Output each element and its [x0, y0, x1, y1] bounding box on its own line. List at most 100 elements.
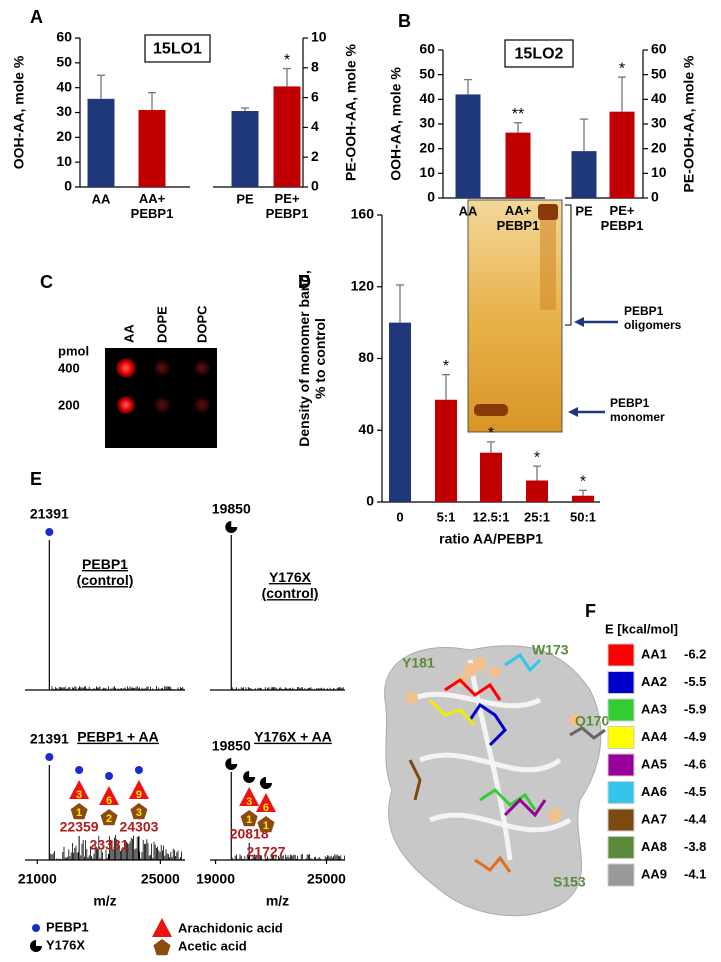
y-tick-label: 0	[366, 493, 374, 509]
bar	[572, 495, 594, 502]
peak-symbol	[243, 771, 256, 783]
bar	[138, 110, 166, 187]
legend-symbol	[30, 940, 42, 952]
acetic-icon	[100, 809, 118, 826]
x-tick-label: 21000	[18, 871, 57, 887]
peak-symbol	[259, 777, 272, 789]
peak-symbol	[134, 766, 143, 774]
adduct-peak-label: 24303	[119, 819, 158, 835]
row-energy: -4.9	[684, 729, 706, 744]
y2-tick-label: 10	[651, 164, 667, 180]
significance: *	[534, 449, 540, 466]
x-tick-label: 25:1	[524, 509, 550, 524]
spectrum-noise	[51, 686, 185, 690]
row-energy: -5.5	[684, 674, 706, 689]
adduct-peak-label: 21727	[247, 844, 286, 860]
x-tick-label: 5:1	[437, 509, 456, 524]
row-name: AA4	[641, 729, 668, 744]
spheres	[406, 657, 581, 822]
row-name: AA8	[641, 839, 667, 854]
bar	[526, 480, 548, 502]
blot-spot	[194, 360, 210, 376]
bar	[480, 452, 502, 502]
ligand	[569, 726, 606, 740]
row-name: AA2	[641, 674, 667, 689]
acetic-icon	[257, 816, 275, 833]
legend-symbol	[152, 918, 172, 937]
bracket	[565, 204, 572, 326]
y-tick-label: 60	[56, 29, 72, 45]
y-tick-label: 0	[427, 189, 435, 205]
row-energy: -6.2	[684, 646, 706, 661]
legend-symbol	[32, 924, 40, 932]
ligand	[444, 678, 502, 701]
arachidonic-count: 6	[106, 795, 112, 807]
y-tick-label: 60	[419, 41, 435, 57]
row-name: AA9	[641, 866, 667, 881]
arachidonic-icon	[69, 780, 90, 799]
y-tick-label: 50	[419, 65, 435, 81]
label-box	[504, 39, 574, 68]
ligand	[428, 698, 477, 727]
significance: *	[580, 474, 586, 491]
row-name: AA6	[641, 784, 667, 799]
y2-tick-label: 0	[651, 189, 659, 205]
acetic-icon	[70, 803, 88, 820]
bar	[505, 132, 531, 198]
acetic-icon	[240, 810, 258, 827]
legend-label: Y176X	[46, 937, 85, 952]
bar	[87, 98, 115, 187]
bar	[231, 111, 259, 187]
inset-label: PEBP1 oligomers	[624, 304, 682, 332]
adduct-peak-label: 22359	[60, 819, 99, 835]
significance: **	[512, 106, 524, 123]
lipid-label: DOPE	[154, 306, 169, 343]
y-tick-label: 160	[351, 206, 375, 222]
arachidonic-icon	[239, 787, 260, 806]
x-tick-label: 50:1	[570, 509, 596, 524]
y-tick-label: 80	[358, 349, 374, 365]
peak-symbol	[45, 528, 54, 536]
significance: *	[284, 52, 290, 69]
panel-letter: B	[398, 11, 411, 31]
y2-tick-label: 6	[311, 88, 319, 104]
ligand	[408, 759, 422, 801]
acetic-icon	[130, 803, 148, 820]
y-axis-title: OOH-AA, mole %	[11, 55, 27, 169]
residue-label: Y181	[402, 655, 435, 671]
amount-label: 200	[58, 397, 80, 412]
color-swatch	[607, 753, 635, 777]
legend-symbol	[153, 939, 171, 956]
bar	[389, 322, 411, 502]
peak-symbol	[105, 772, 114, 780]
spectrum-title: Y176X (control)	[262, 569, 319, 601]
x-tick-label: PE+ PEBP1	[266, 191, 309, 221]
ribbon	[408, 659, 572, 861]
protein-structure	[384, 645, 606, 917]
arachidonic-count: 3	[246, 796, 252, 808]
blot-spot	[117, 396, 135, 414]
arachidonic-icon	[99, 786, 120, 805]
blot-spot	[154, 360, 170, 376]
x-axis-title: ratio AA/PEBP1	[439, 531, 543, 547]
arachidonic-count: 6	[263, 802, 269, 814]
significance: *	[443, 358, 449, 375]
row-energy: -3.8	[684, 839, 706, 854]
residue-label: W173	[532, 642, 569, 658]
significance: *	[488, 425, 494, 442]
main-peak-label: 21391	[30, 731, 69, 747]
ligand	[503, 797, 547, 818]
dot-blot: pmol 400 200 AA DOPE DOPC	[58, 305, 217, 448]
table-header: E [kcal/mol]	[605, 621, 678, 636]
y2-axis-title: PE-OOH-AA, mole %	[343, 43, 359, 180]
color-swatch	[607, 808, 635, 832]
acetic-count: 1	[263, 820, 269, 832]
box-label: 15LO2	[515, 46, 564, 63]
y-tick-label: 40	[419, 90, 435, 106]
bar	[455, 94, 481, 198]
color-swatch	[607, 726, 635, 749]
color-swatch	[607, 698, 635, 722]
peak-symbol	[75, 766, 84, 774]
x-axis-title: m/z	[93, 893, 116, 909]
